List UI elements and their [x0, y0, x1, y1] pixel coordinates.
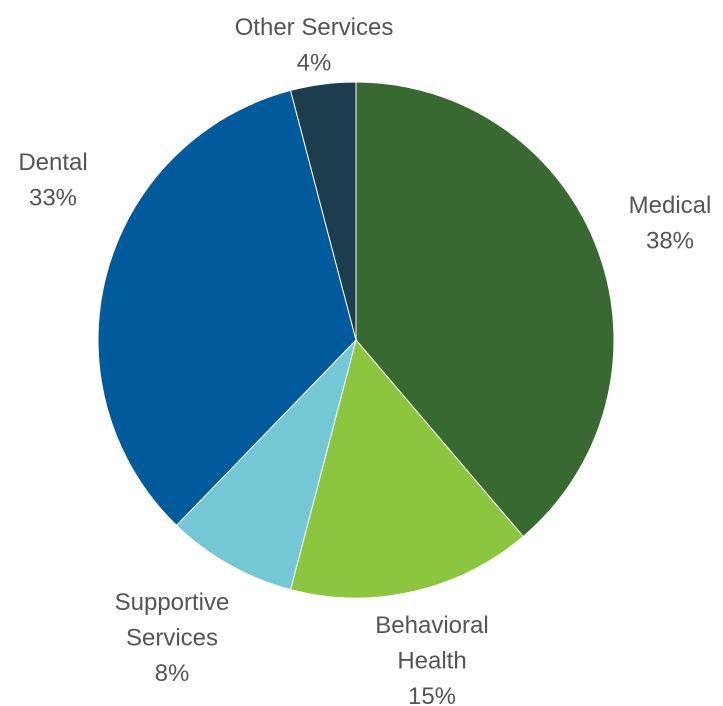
- slice-percent-label: 8%: [155, 660, 190, 687]
- data-label-medical: Medical 38%: [629, 192, 712, 255]
- pie-slice-dental: [97, 89, 357, 527]
- slice-percent-label: 15%: [408, 683, 456, 706]
- slice-name-label: Other Services: [235, 14, 394, 41]
- slice-percent-label: 38%: [646, 228, 694, 255]
- slice-name-label: Health: [397, 648, 466, 675]
- slice-name-label: Services: [126, 625, 218, 652]
- data-label-other-services: Other Services 4%: [235, 14, 394, 77]
- data-label-supportive-services: Supportive Services 8%: [115, 589, 230, 687]
- pie-labels: Medical 38%Behavioral Health 15%Supportive S…: [18, 14, 711, 706]
- data-label-behavioral-health: Behavioral Health 15%: [375, 612, 488, 706]
- slice-name-label: Dental: [18, 149, 87, 176]
- slice-name-label: Medical: [629, 192, 712, 219]
- slice-percent-label: 33%: [29, 185, 77, 212]
- slice-percent-label: 4%: [297, 50, 332, 77]
- pie-slice-supportive-services: [175, 338, 357, 591]
- pie-slices: [97, 81, 615, 599]
- pie-slice-behavioral-health: [289, 338, 524, 599]
- slice-name-label: Supportive: [115, 589, 230, 616]
- slice-name-label: Behavioral: [375, 612, 488, 639]
- pie-slice-medical: [355, 81, 615, 538]
- data-label-dental: Dental 33%: [18, 149, 87, 212]
- pie-slice-other-services: [289, 81, 357, 341]
